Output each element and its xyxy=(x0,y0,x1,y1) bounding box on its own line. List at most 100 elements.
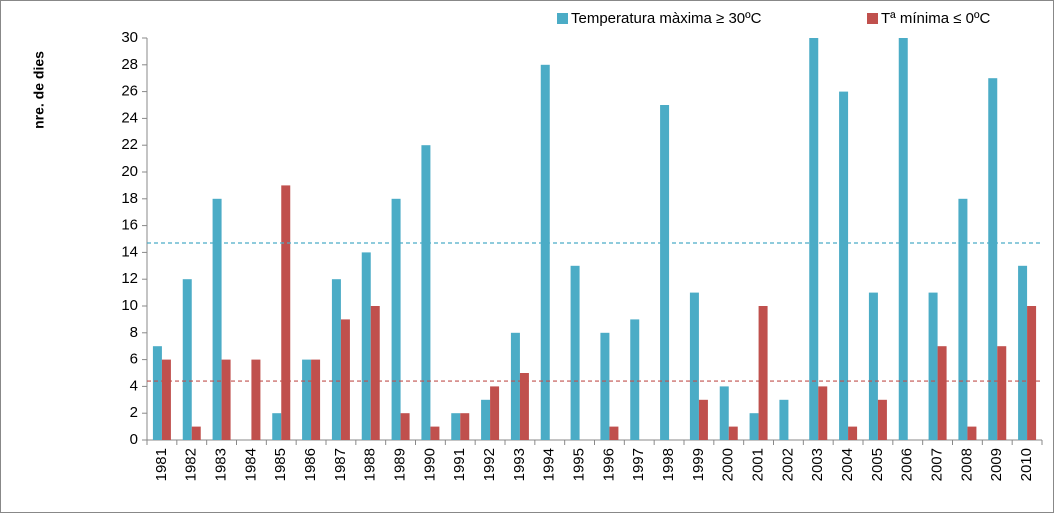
bar xyxy=(809,38,819,440)
y-tick-label: 10 xyxy=(121,297,138,314)
legend-label: Tª mínima ≤ 0ºC xyxy=(881,10,990,27)
x-tick-label: 1991 xyxy=(451,448,468,481)
bar xyxy=(758,306,768,440)
legend-label: Temperatura màxima ≥ 30ºC xyxy=(571,10,762,27)
x-tick-label: 2004 xyxy=(839,448,856,481)
bar xyxy=(877,399,887,440)
x-tick-label: 1983 xyxy=(213,448,230,481)
bar xyxy=(490,386,500,440)
bar xyxy=(1018,265,1028,440)
x-tick-label: 1987 xyxy=(332,448,349,481)
bar xyxy=(451,413,461,440)
bar xyxy=(510,332,520,440)
y-tick-label: 0 xyxy=(130,431,138,448)
x-tick-label: 1985 xyxy=(272,448,289,481)
x-tick-label: 1998 xyxy=(660,448,677,481)
x-tick-label: 1999 xyxy=(690,448,707,481)
bar xyxy=(391,198,401,440)
bar xyxy=(689,292,699,440)
bar xyxy=(1027,306,1037,440)
x-tick-label: 1984 xyxy=(242,448,259,481)
legend-swatch xyxy=(557,13,568,24)
bar xyxy=(430,426,440,440)
x-tick-label: 1992 xyxy=(481,448,498,481)
bar xyxy=(481,399,491,440)
bar xyxy=(370,306,380,440)
bar xyxy=(600,332,610,440)
y-tick-label: 8 xyxy=(130,324,138,341)
y-tick-label: 14 xyxy=(121,243,138,260)
bar xyxy=(779,399,789,440)
bar xyxy=(749,413,759,440)
bar xyxy=(251,359,261,440)
x-tick-label: 2002 xyxy=(779,448,796,481)
bar xyxy=(928,292,938,440)
bar xyxy=(630,319,640,440)
bar xyxy=(460,413,470,440)
bar xyxy=(221,359,231,440)
bar xyxy=(839,91,849,440)
bar xyxy=(660,105,670,440)
bar xyxy=(818,386,828,440)
x-tick-label: 1982 xyxy=(183,448,200,481)
x-tick-label: 1990 xyxy=(421,448,438,481)
x-tick-label: 1996 xyxy=(600,448,617,481)
x-tick-label: 2010 xyxy=(1018,448,1035,481)
y-axis-label: nre. de dies xyxy=(31,51,47,129)
y-tick-label: 22 xyxy=(121,136,138,153)
bar xyxy=(937,346,947,440)
bar xyxy=(570,265,580,440)
bar xyxy=(182,279,192,440)
y-tick-label: 20 xyxy=(121,163,138,180)
bar xyxy=(848,426,858,440)
x-tick-label: 2001 xyxy=(750,448,767,481)
bar xyxy=(281,185,291,440)
y-tick-label: 26 xyxy=(121,83,138,100)
bar xyxy=(340,319,350,440)
bar xyxy=(519,373,529,440)
bar xyxy=(719,386,729,440)
bar xyxy=(997,346,1007,440)
x-tick-label: 1997 xyxy=(630,448,647,481)
x-tick-label: 1993 xyxy=(511,448,528,481)
bar xyxy=(988,78,998,440)
x-tick-label: 2006 xyxy=(899,448,916,481)
bar xyxy=(400,413,410,440)
bar xyxy=(421,145,431,440)
bar xyxy=(311,359,321,440)
bar xyxy=(212,198,222,440)
y-tick-label: 2 xyxy=(130,404,138,421)
bar xyxy=(272,413,282,440)
y-tick-label: 6 xyxy=(130,351,138,368)
bar xyxy=(331,279,341,440)
bar xyxy=(152,346,162,440)
bar xyxy=(868,292,878,440)
x-tick-label: 2005 xyxy=(869,448,886,481)
bar xyxy=(958,198,968,440)
bar xyxy=(361,252,371,440)
bar xyxy=(698,399,708,440)
bar xyxy=(191,426,201,440)
x-tick-label: 2003 xyxy=(809,448,826,481)
bar xyxy=(302,359,312,440)
bar xyxy=(161,359,171,440)
bar xyxy=(609,426,619,440)
x-tick-label: 1995 xyxy=(571,448,588,481)
x-tick-label: 1989 xyxy=(392,448,409,481)
y-tick-label: 12 xyxy=(121,270,138,287)
x-tick-label: 1988 xyxy=(362,448,379,481)
bar xyxy=(967,426,977,440)
y-tick-label: 28 xyxy=(121,56,138,73)
y-tick-label: 24 xyxy=(121,109,138,126)
x-tick-label: 1994 xyxy=(541,448,558,481)
y-tick-label: 4 xyxy=(130,377,138,394)
legend-swatch xyxy=(867,13,878,24)
x-tick-label: 2008 xyxy=(958,448,975,481)
y-tick-label: 16 xyxy=(121,217,138,234)
y-tick-label: 30 xyxy=(121,29,138,46)
x-tick-label: 1981 xyxy=(153,448,170,481)
y-tick-label: 18 xyxy=(121,190,138,207)
x-tick-label: 2007 xyxy=(929,448,946,481)
x-tick-label: 2000 xyxy=(720,448,737,481)
